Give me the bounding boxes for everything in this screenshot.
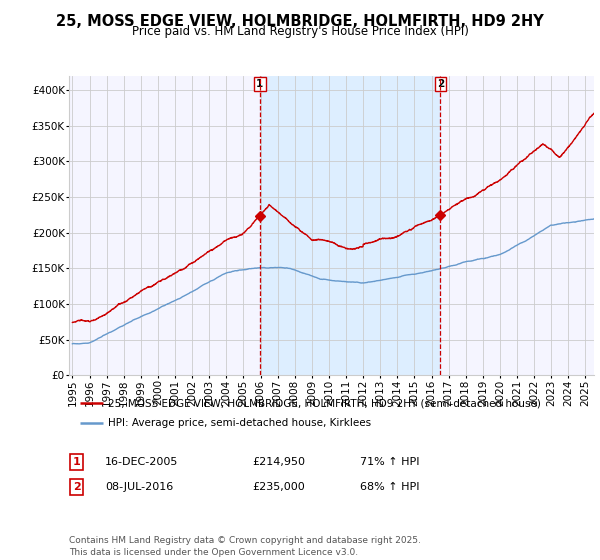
Text: 68% ↑ HPI: 68% ↑ HPI [360,482,419,492]
Text: 2: 2 [437,78,444,88]
Text: Price paid vs. HM Land Registry's House Price Index (HPI): Price paid vs. HM Land Registry's House … [131,25,469,38]
Text: 16-DEC-2005: 16-DEC-2005 [105,457,178,467]
Bar [260,76,440,375]
Text: 08-JUL-2016: 08-JUL-2016 [105,482,173,492]
Text: Contains HM Land Registry data © Crown copyright and database right 2025.
This d: Contains HM Land Registry data © Crown c… [69,536,421,557]
Text: £214,950: £214,950 [252,457,305,467]
Text: 25, MOSS EDGE VIEW, HOLMBRIDGE, HOLMFIRTH, HD9 2HY (semi-detached house): 25, MOSS EDGE VIEW, HOLMBRIDGE, HOLMFIRT… [109,398,541,408]
Text: HPI: Average price, semi-detached house, Kirklees: HPI: Average price, semi-detached house,… [109,418,371,428]
Text: £235,000: £235,000 [252,482,305,492]
Text: 1: 1 [73,457,80,467]
Text: 2: 2 [73,482,80,492]
Text: 1: 1 [256,78,263,88]
Text: 71% ↑ HPI: 71% ↑ HPI [360,457,419,467]
Text: 25, MOSS EDGE VIEW, HOLMBRIDGE, HOLMFIRTH, HD9 2HY: 25, MOSS EDGE VIEW, HOLMBRIDGE, HOLMFIRT… [56,14,544,29]
